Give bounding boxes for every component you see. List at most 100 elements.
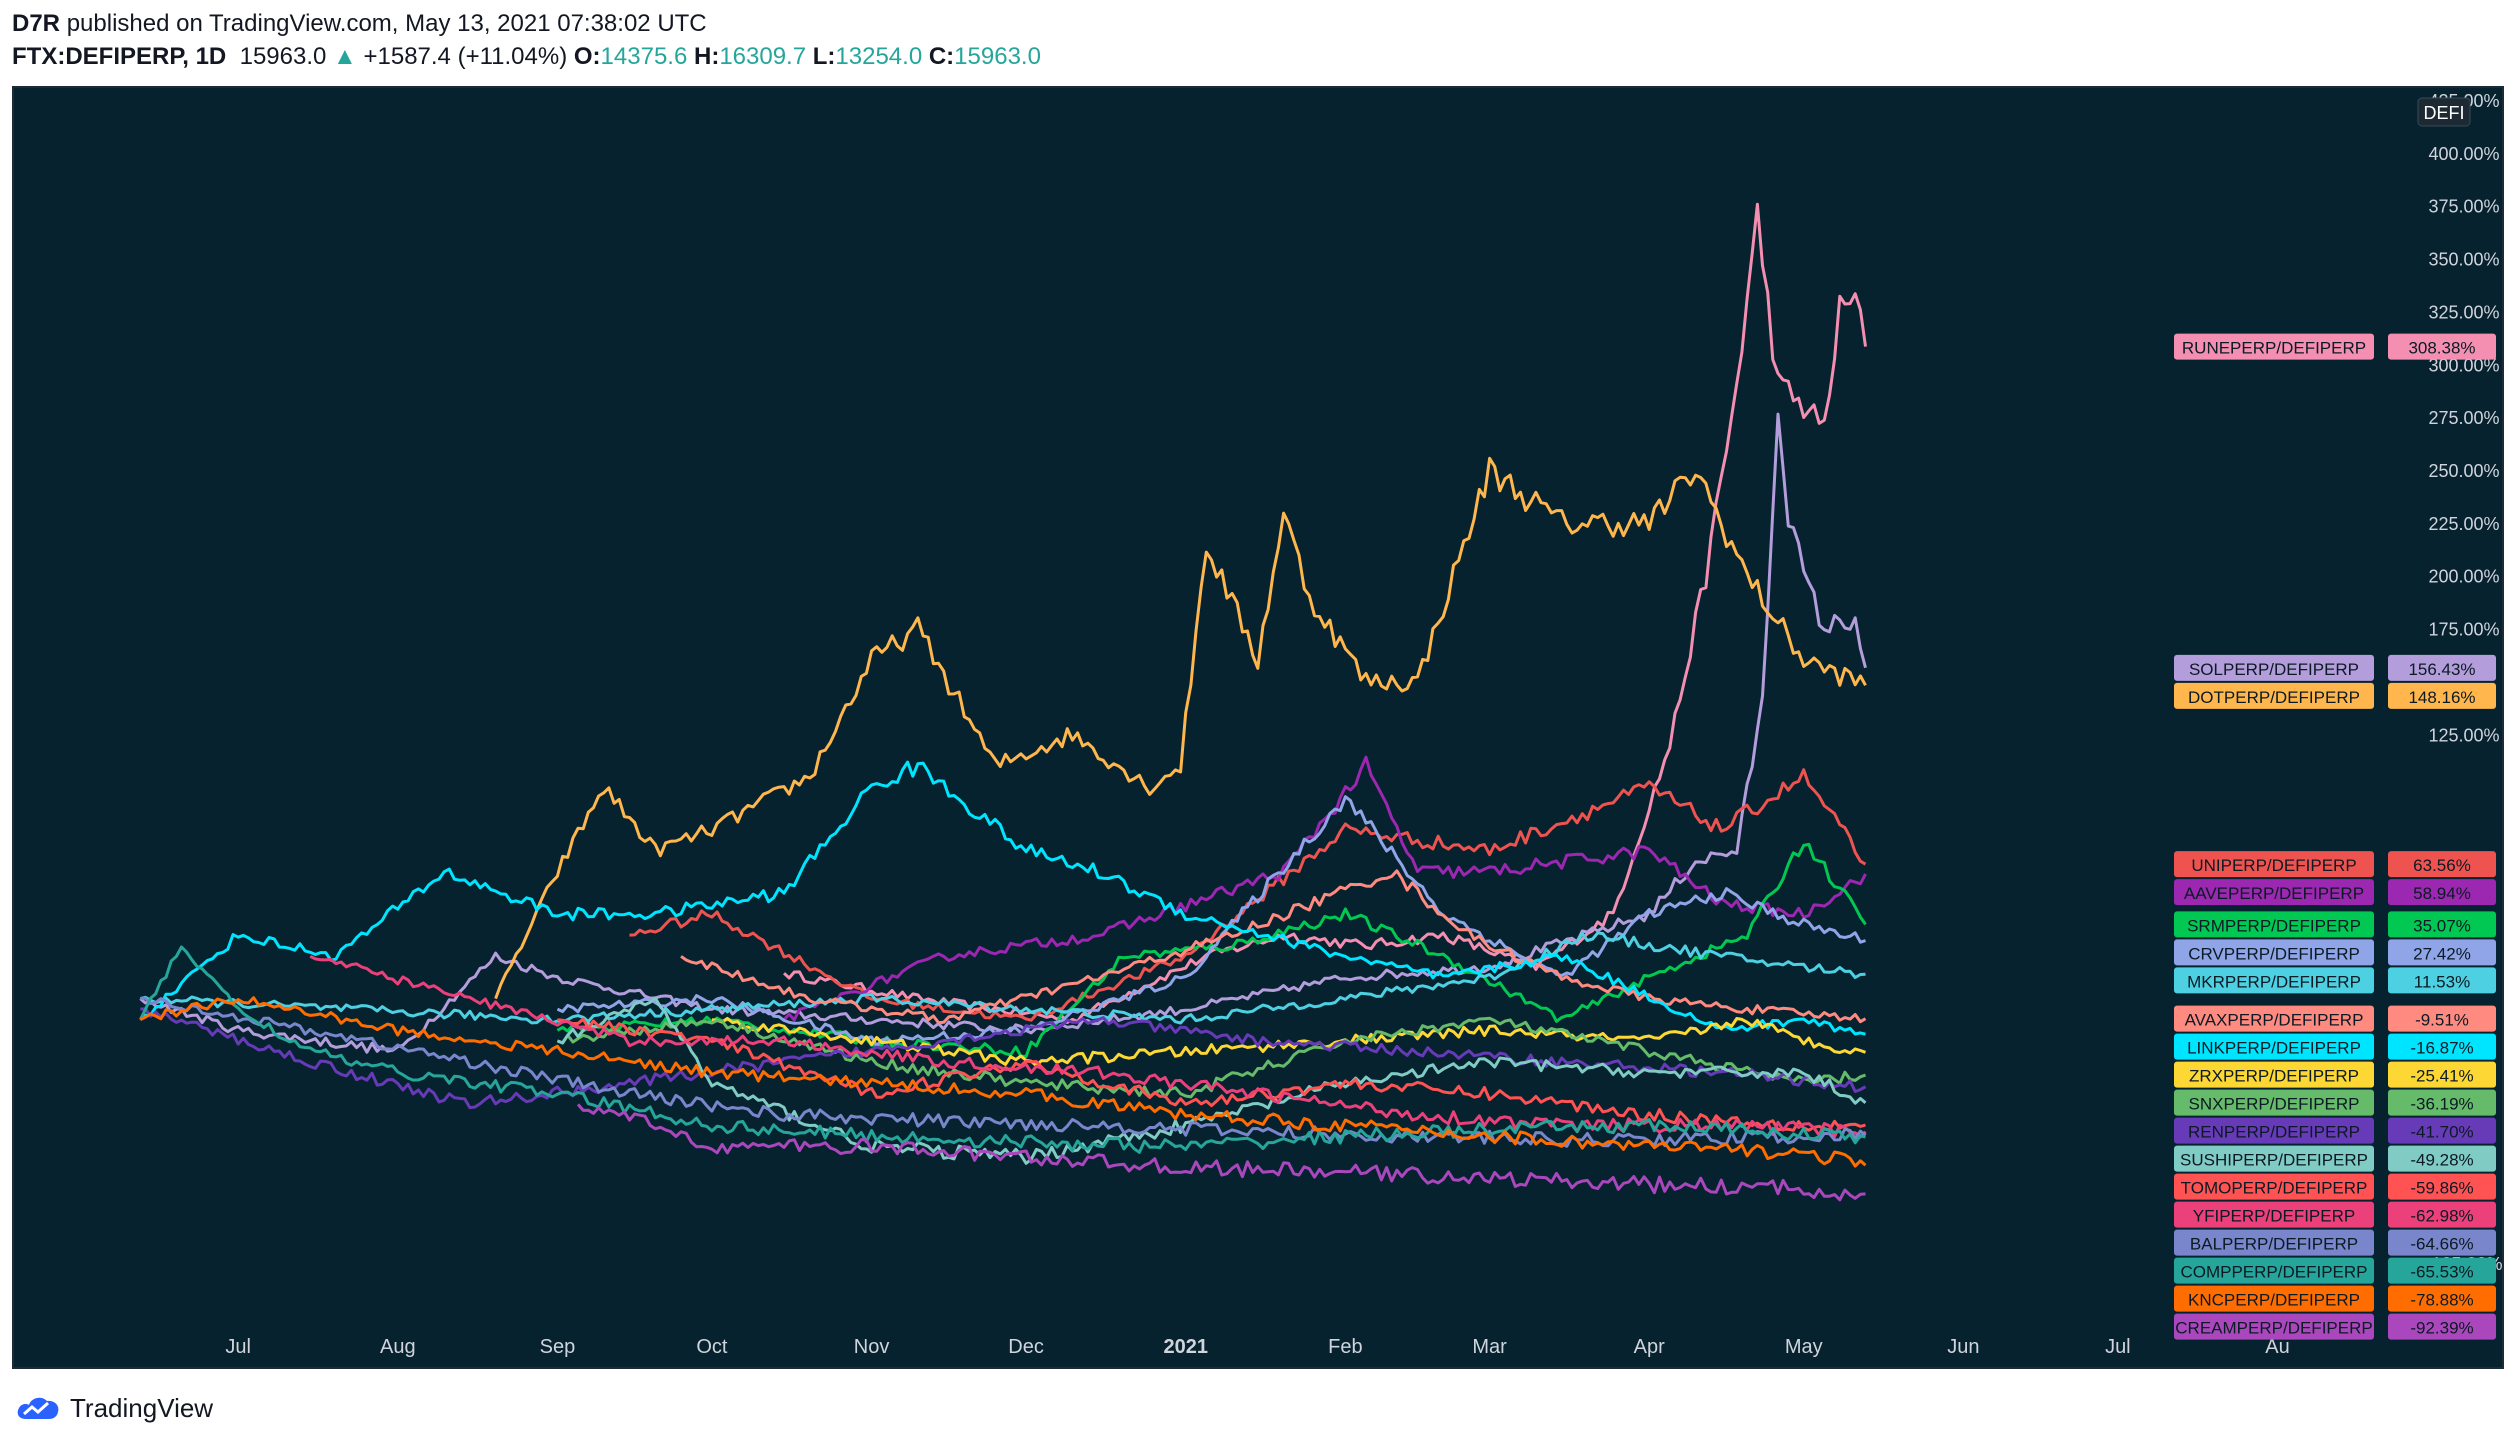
y-tick-label: 200.00% bbox=[2428, 567, 2499, 587]
y-axis: 425.00%400.00%375.00%350.00%325.00%300.0… bbox=[2417, 91, 2503, 1274]
series-line-kncperp bbox=[139, 996, 1867, 1168]
series-line-uniperp bbox=[629, 768, 1867, 1022]
series-value: -36.19% bbox=[2410, 1095, 2473, 1114]
series-value: -25.41% bbox=[2410, 1067, 2473, 1086]
series-name-pill bbox=[2174, 1313, 2374, 1340]
series-value-pill bbox=[2388, 1257, 2496, 1284]
series-value: 156.43% bbox=[2408, 660, 2475, 679]
series-value: 63.56% bbox=[2413, 856, 2471, 875]
series-line-zrxperp bbox=[711, 1016, 1866, 1068]
series-layer bbox=[138, 202, 1867, 1202]
series-value-pill bbox=[2388, 1061, 2496, 1088]
series-value-pill bbox=[2388, 911, 2496, 938]
publish-info: D7R published on TradingView.com, May 13… bbox=[12, 8, 1041, 40]
series-name-pill bbox=[2174, 1061, 2374, 1088]
series-name: AVAXPERP/DEFIPERP bbox=[2185, 1011, 2364, 1030]
series-value-pill bbox=[2388, 1313, 2496, 1340]
series-name-pill bbox=[2174, 1145, 2374, 1172]
series-name-pill bbox=[2174, 967, 2374, 994]
series-label-renperp: RENPERP/DEFIPERP -41.70% bbox=[2174, 1117, 2496, 1144]
y-tick-label: 225.00% bbox=[2428, 514, 2499, 534]
series-line-srmperp bbox=[556, 842, 1867, 1058]
x-tick-label: Au bbox=[2265, 1336, 2289, 1358]
series-value: -16.87% bbox=[2410, 1039, 2473, 1058]
series-line-snxperp bbox=[556, 1016, 1866, 1099]
series-value: 308.38% bbox=[2408, 339, 2475, 358]
chart-area[interactable]: Jul Aug Sep Oct Nov Dec 2021 Feb Mar Apr May Jun Jul… bbox=[12, 86, 2504, 1369]
x-tick-label: Apr bbox=[1634, 1336, 1665, 1358]
series-name: LINKPERP/DEFIPERP bbox=[2187, 1039, 2361, 1058]
series-line-linkperp bbox=[139, 760, 1866, 1036]
series-name-pill bbox=[2174, 1229, 2374, 1256]
series-value: -49.28% bbox=[2410, 1151, 2473, 1170]
symbol-label: FTX:DEFIPERP, 1D bbox=[12, 43, 227, 70]
series-name: YFIPERP/DEFIPERP bbox=[2193, 1207, 2355, 1226]
series-label-sushiperp: SUSHIPERP/DEFIPERP -49.28% bbox=[2174, 1145, 2496, 1172]
y-tick-label: 400.00% bbox=[2428, 144, 2499, 164]
series-label-dotperp: DOTPERP/DEFIPERP 148.16% bbox=[2174, 682, 2496, 709]
x-tick-label: Oct bbox=[696, 1336, 728, 1358]
series-value-pill bbox=[2388, 654, 2496, 681]
series-line-renperp bbox=[140, 1007, 1867, 1110]
y-tick-label: 125.00% bbox=[2428, 725, 2499, 745]
x-tick-label: May bbox=[1785, 1336, 1823, 1358]
series-value: -62.98% bbox=[2410, 1207, 2473, 1226]
series-value-pill bbox=[2388, 1229, 2496, 1256]
publish-text: published on TradingView.com, May 13, 20… bbox=[66, 10, 707, 37]
series-value: 148.16% bbox=[2408, 688, 2475, 707]
series-name-pill bbox=[2174, 333, 2374, 360]
y-tick-label: 350.00% bbox=[2428, 250, 2499, 270]
series-name: SUSHIPERP/DEFIPERP bbox=[2180, 1151, 2368, 1170]
series-value: 35.07% bbox=[2413, 916, 2471, 935]
x-tick-label: Sep bbox=[540, 1336, 576, 1358]
series-name: RENPERP/DEFIPERP bbox=[2188, 1123, 2360, 1142]
series-value-pill bbox=[2388, 1089, 2496, 1116]
y-axis-badge bbox=[2417, 97, 2471, 127]
series-label-avaxperp: AVAXPERP/DEFIPERP -9.51% bbox=[2174, 1005, 2496, 1032]
series-name: KNCPERP/DEFIPERP bbox=[2188, 1291, 2360, 1310]
author-name[interactable]: D7R bbox=[12, 10, 61, 37]
series-label-tomoperp: TOMOPERP/DEFIPERP -59.86% bbox=[2174, 1173, 2496, 1200]
series-label-solperp: SOLPERP/DEFIPERP 156.43% bbox=[2174, 654, 2496, 681]
close-label: C: bbox=[928, 43, 955, 70]
series-name-pill bbox=[2174, 851, 2374, 878]
price-change: +1587.4 (+11.04%) bbox=[363, 43, 568, 70]
series-value-pill bbox=[2388, 1005, 2496, 1032]
x-tick-label: Mar bbox=[1472, 1336, 1507, 1358]
series-label-snxperp: SNXPERP/DEFIPERP -36.19% bbox=[2174, 1089, 2496, 1116]
series-value-pill bbox=[2388, 1201, 2496, 1228]
series-value: 11.53% bbox=[2414, 972, 2470, 991]
tradingview-logo-icon[interactable] bbox=[14, 1393, 62, 1423]
series-value: -78.88% bbox=[2410, 1291, 2473, 1310]
series-value: -9.51% bbox=[2415, 1011, 2469, 1030]
chart-svg: Jul Aug Sep Oct Nov Dec 2021 Feb Mar Apr May Jun Jul… bbox=[138, 91, 2503, 1358]
series-name-pill bbox=[2174, 1201, 2374, 1228]
last-price: 15963.0 bbox=[239, 43, 327, 70]
series-value: -41.70% bbox=[2410, 1123, 2473, 1142]
series-name: BALPERP/DEFIPERP bbox=[2190, 1235, 2358, 1254]
series-name-pill bbox=[2174, 1285, 2374, 1312]
series-labels: RUNEPERP/DEFIPERP 308.38% SOLPERP/DEFIPERP… bbox=[2174, 333, 2496, 1340]
symbol-info: FTX:DEFIPERP, 1D 15963.0 ▲ +1587.4 (+11.… bbox=[12, 40, 1041, 74]
low-label: L: bbox=[812, 43, 836, 70]
series-value-pill bbox=[2388, 1145, 2496, 1172]
series-name-pill bbox=[2174, 654, 2374, 681]
series-line-solperp bbox=[139, 412, 1867, 1054]
series-label-crvperp: CRVPERP/DEFIPERP 27.42% bbox=[2174, 939, 2496, 966]
x-axis: Jul Aug Sep Oct Nov Dec 2021 Feb Mar Apr May Jun Jul… bbox=[225, 1336, 2289, 1358]
series-line-tomoperp bbox=[557, 1017, 1866, 1132]
high-label: H: bbox=[693, 43, 720, 70]
series-label-balperp: BALPERP/DEFIPERP -64.66% bbox=[2174, 1229, 2496, 1256]
open-value: 14375.6 bbox=[600, 43, 688, 70]
series-name: SOLPERP/DEFIPERP bbox=[2189, 660, 2359, 679]
series-name: RUNEPERP/DEFIPERP bbox=[2182, 339, 2366, 358]
series-label-srmperp: SRMPERP/DEFIPERP 35.07% bbox=[2174, 911, 2496, 938]
series-name-pill bbox=[2174, 1117, 2374, 1144]
x-tick-label: Jun bbox=[1947, 1336, 1979, 1358]
close-value: 15963.0 bbox=[954, 43, 1041, 70]
up-arrow-icon: ▲ bbox=[333, 43, 357, 70]
series-value-pill bbox=[2388, 939, 2496, 966]
series-value: 27.42% bbox=[2413, 944, 2471, 963]
low-value: 13254.0 bbox=[835, 43, 923, 70]
series-label-zrxperp: ZRXPERP/DEFIPERP -25.41% bbox=[2174, 1061, 2496, 1088]
